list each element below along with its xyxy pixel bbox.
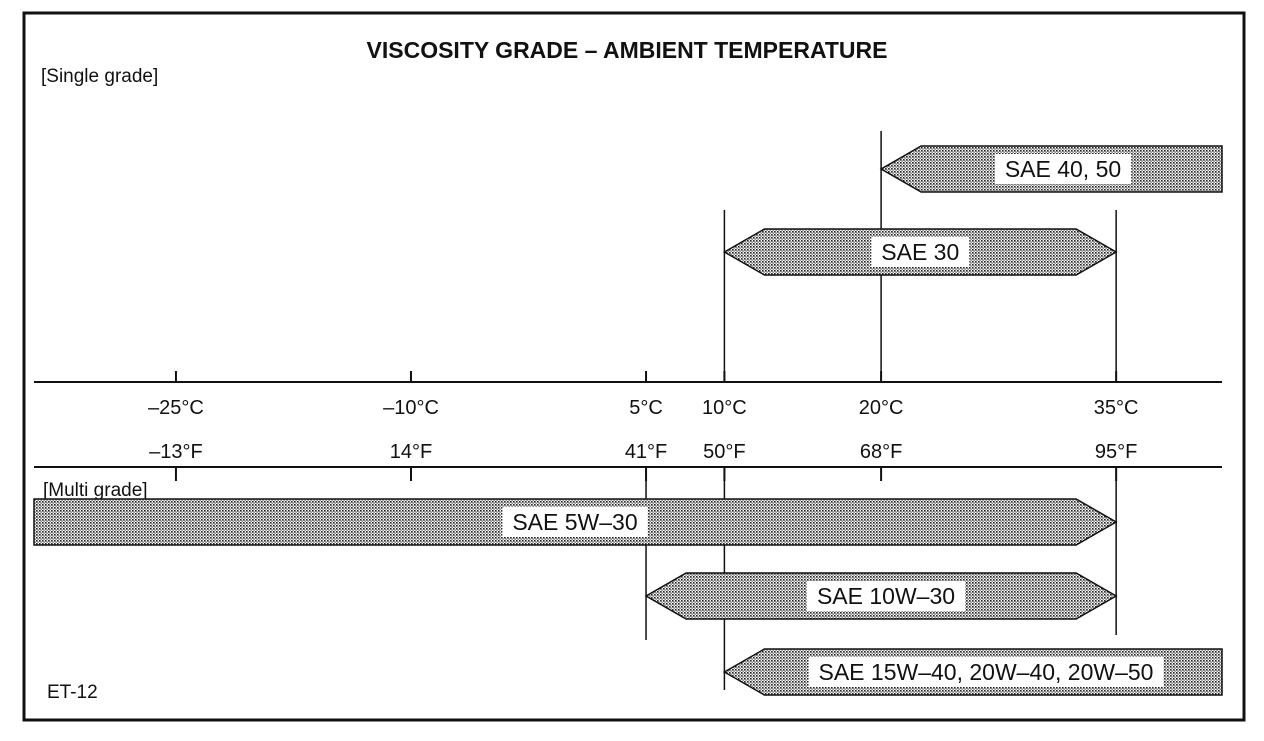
- temperature-tick-labels: –25°C –13°F –10°C 14°F 5°C 41°F 10°C 50°F 20°C 68…: [148, 371, 1138, 481]
- tick-label-celsius: 5°C: [629, 397, 663, 419]
- tick-label-celsius: 35°C: [1094, 397, 1139, 419]
- tick-label-fahrenheit: –13°F: [149, 441, 203, 463]
- grade-band-label-bg: [871, 237, 970, 267]
- grade-band-label: SAE 40, 50: [1005, 156, 1121, 182]
- tick-label-fahrenheit: 41°F: [625, 441, 667, 463]
- tick-label-celsius: 20°C: [859, 397, 904, 419]
- single-grade-label: [Single grade]: [41, 66, 158, 87]
- grade-band-label-bg: [806, 581, 966, 611]
- grade-band-label: SAE 10W–30: [817, 583, 955, 609]
- tick-label-celsius: –25°C: [148, 397, 204, 419]
- grade-band-label-bg: [808, 657, 1164, 687]
- grade-band-label-bg: [994, 154, 1132, 184]
- tick-label-fahrenheit: 50°F: [703, 441, 745, 463]
- tick-label-fahrenheit: 14°F: [390, 441, 432, 463]
- grade-bands: SAE 40, 50 SAE 30 SAE 5W–30 SAE 10W–30 SAE 1…: [33, 145, 1223, 696]
- multi-grade-label: [Multi grade]: [43, 480, 148, 501]
- tick-label-fahrenheit: 68°F: [860, 441, 902, 463]
- grade-band-label-bg: [502, 507, 648, 537]
- tick-label-celsius: 10°C: [702, 397, 747, 419]
- grade-band-label: SAE 5W–30: [512, 509, 637, 535]
- grade-band-label: SAE 30: [881, 239, 959, 265]
- chart-title: VISCOSITY GRADE – AMBIENT TEMPERATURE: [367, 37, 888, 63]
- tick-label-celsius: –10°C: [383, 397, 439, 419]
- tick-label-fahrenheit: 95°F: [1095, 441, 1137, 463]
- figure-code: ET-12: [47, 682, 98, 703]
- grade-band-label: SAE 15W–40, 20W–40, 20W–50: [819, 659, 1154, 685]
